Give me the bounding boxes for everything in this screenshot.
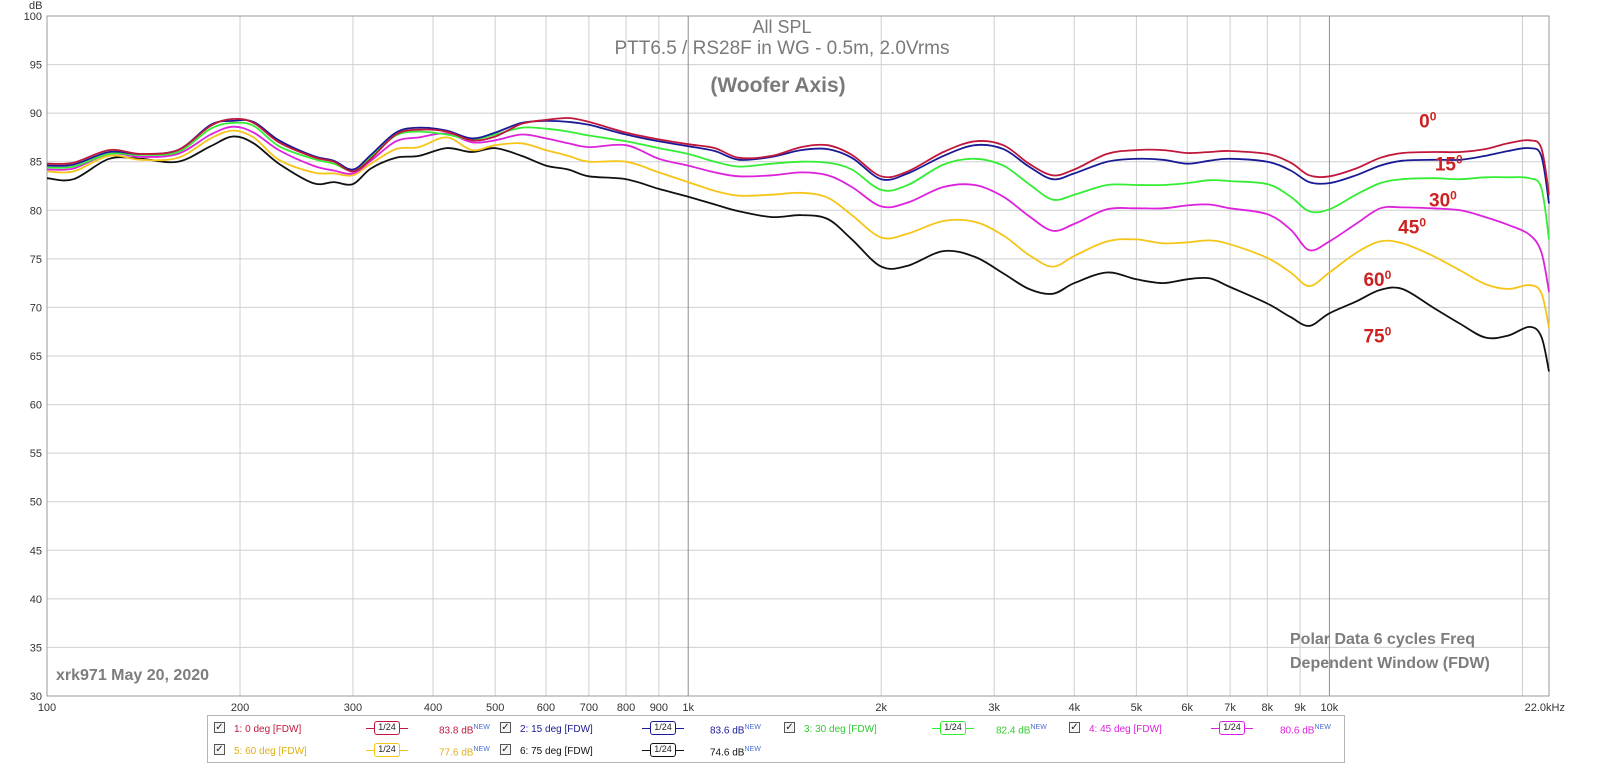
x-tick-label: 8k: [1261, 702, 1273, 714]
y-tick-label: 55: [30, 448, 42, 460]
legend-series-name: 5: 60 deg [FDW]: [234, 746, 307, 757]
y-tick-label: 30: [30, 691, 42, 703]
y-tick-label: 80: [30, 205, 42, 217]
legend-level: 82.4 dBNEW: [996, 724, 1047, 737]
checkbox-icon[interactable]: ✓: [1069, 722, 1080, 733]
legend-series-name: 6: 75 deg [FDW]: [520, 746, 593, 757]
checkbox-icon[interactable]: ✓: [784, 722, 795, 733]
smoothing-badge[interactable]: 1/24: [940, 721, 966, 735]
x-tick-label: 5k: [1131, 702, 1143, 714]
legend-level: 74.6 dBNEW: [710, 746, 761, 759]
smoothing-badge[interactable]: 1/24: [374, 743, 400, 757]
y-tick-label: 45: [30, 545, 42, 557]
x-tick-label: 500: [486, 702, 504, 714]
y-tick-label: 40: [30, 594, 42, 606]
plot-frame: [46, 15, 1550, 697]
x-tick-label: 10k: [1321, 702, 1339, 714]
angle-label: 450: [1398, 216, 1426, 239]
smoothing-badge[interactable]: 1/24: [1219, 721, 1245, 735]
checkbox-icon[interactable]: ✓: [214, 722, 225, 733]
y-axis-ticks: 30 35 40 45 50 55 60 65 70 75 80 85 90 95 100: [24, 11, 42, 703]
series-line-4: [46, 125, 1550, 293]
legend-series-name: 1: 0 deg [FDW]: [234, 724, 302, 735]
fdw-note-line2: Dependent Window (FDW): [1290, 655, 1490, 672]
smoothing-badge[interactable]: 1/24: [650, 743, 676, 757]
x-tick-label: 22.0kHz: [1525, 702, 1565, 714]
y-tick-label: 100: [24, 11, 42, 23]
angle-label: 300: [1429, 188, 1457, 211]
x-tick-label: 800: [617, 702, 635, 714]
x-tick-label: 200: [231, 702, 249, 714]
y-tick-label: 95: [30, 60, 42, 72]
legend-level: 80.6 dBNEW: [1280, 724, 1331, 737]
series-line-6: [46, 135, 1550, 372]
x-tick-label: 1k: [682, 702, 694, 714]
angle-label: 150: [1435, 152, 1463, 175]
chart-title: All SPL: [752, 17, 811, 37]
y-tick-label: 70: [30, 302, 42, 314]
y-tick-label: 75: [30, 254, 42, 266]
smoothing-badge[interactable]: 1/24: [650, 721, 676, 735]
y-tick-label: 90: [30, 108, 42, 120]
legend-series-name: 2: 15 deg [FDW]: [520, 724, 593, 735]
chart-subtitle-axis: (Woofer Axis): [710, 74, 845, 97]
x-tick-label: 400: [424, 702, 442, 714]
x-tick-label: 100: [38, 702, 56, 714]
y-tick-label: 65: [30, 351, 42, 363]
angle-label: 600: [1363, 268, 1391, 291]
y-tick-label: 85: [30, 157, 42, 169]
angle-label: 00: [1419, 110, 1437, 133]
x-tick-label: 3k: [988, 702, 1000, 714]
series-lines: [46, 117, 1550, 372]
angle-label: 750: [1363, 324, 1391, 347]
x-tick-label: 900: [650, 702, 668, 714]
chart-grid: [46, 15, 1549, 697]
x-tick-label: 700: [580, 702, 598, 714]
legend-level: 77.6 dBNEW: [439, 746, 490, 759]
x-tick-label: 2k: [875, 702, 887, 714]
checkbox-icon[interactable]: ✓: [500, 722, 511, 733]
series-line-1: [46, 117, 1550, 195]
legend-level: 83.6 dBNEW: [710, 724, 761, 737]
chart-subtitle: PTT6.5 / RS28F in WG - 0.5m, 2.0Vrms: [614, 38, 949, 59]
legend-series-name: 4: 45 deg [FDW]: [1089, 724, 1162, 735]
y-tick-label: 60: [30, 400, 42, 412]
checkbox-icon[interactable]: ✓: [214, 744, 225, 755]
x-axis-ticks: 100 200 300 400 500 600 700 800 900 1k 2k 3k 4k 5k 6k 7…: [38, 702, 1565, 714]
y-tick-label: 50: [30, 497, 42, 509]
legend: ✓ 1: 0 deg [FDW] 1/24 83.8 dBNEW ✓ 2: 15…: [207, 715, 1345, 763]
checkbox-icon[interactable]: ✓: [500, 744, 511, 755]
x-tick-label: 300: [344, 702, 362, 714]
x-tick-label: 7k: [1224, 702, 1236, 714]
x-tick-label: 600: [537, 702, 555, 714]
legend-level: 83.8 dBNEW: [439, 724, 490, 737]
x-tick-label: 4k: [1068, 702, 1080, 714]
y-axis-label: dB: [29, 0, 42, 12]
series-line-3: [46, 121, 1550, 240]
author-annotation: xrk971 May 20, 2020: [56, 667, 209, 684]
x-tick-label: 6k: [1181, 702, 1193, 714]
x-tick-label: 9k: [1294, 702, 1306, 714]
y-tick-label: 35: [30, 642, 42, 654]
series-line-5: [46, 129, 1550, 328]
legend-series-name: 3: 30 deg [FDW]: [804, 724, 877, 735]
fdw-note-line1: Polar Data 6 cycles Freq: [1290, 631, 1475, 648]
smoothing-badge[interactable]: 1/24: [374, 721, 400, 735]
